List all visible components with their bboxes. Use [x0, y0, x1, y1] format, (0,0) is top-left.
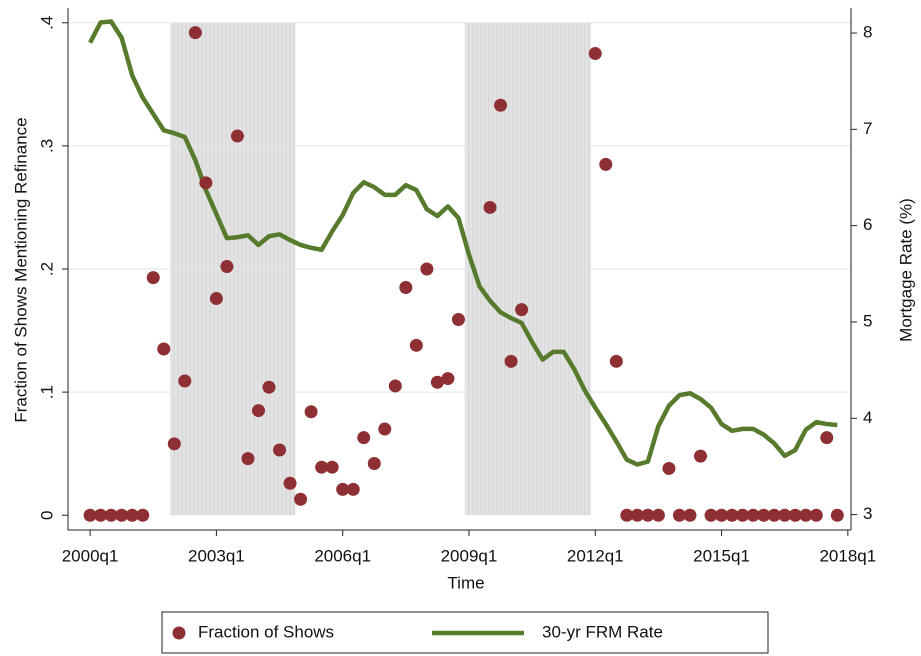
scatter-point	[125, 508, 139, 522]
scatter-point	[283, 476, 297, 490]
scatter-point	[662, 461, 676, 475]
scatter-point	[157, 342, 171, 356]
scatter-point	[83, 508, 97, 522]
scatter-point	[188, 26, 202, 40]
scatter-point	[241, 452, 255, 466]
grid	[68, 22, 851, 393]
y2-tick-label: 6	[863, 215, 872, 234]
x-tick-label: 2006q1	[314, 546, 371, 565]
scatter-point	[230, 129, 244, 143]
scatter-point	[809, 508, 823, 522]
scatter-point	[441, 372, 455, 386]
marks	[83, 19, 844, 522]
scatter-point	[694, 449, 708, 463]
rate-line	[88, 19, 838, 467]
scatter-point	[641, 508, 655, 522]
scatter-point	[399, 280, 413, 294]
y-tick-label: .3	[37, 139, 56, 153]
scatter-point	[167, 437, 181, 451]
scatter-point	[494, 98, 508, 112]
scatter-point	[315, 460, 329, 474]
y2-tick-label: 8	[863, 23, 872, 42]
scatter-point	[325, 460, 339, 474]
scatter-point	[146, 271, 160, 285]
scatter-point	[620, 508, 634, 522]
y-axis-title: Fraction of Shows Mentioning Refinance	[11, 117, 30, 422]
scatter-point	[336, 482, 350, 496]
scatter-point	[725, 508, 739, 522]
y2-tick-label: 5	[863, 311, 872, 330]
scatter-point	[420, 262, 434, 276]
scatter-point	[651, 508, 665, 522]
legend-label: 30-yr FRM Rate	[542, 622, 663, 641]
scatter-point	[672, 508, 686, 522]
scatter-point	[736, 508, 750, 522]
scatter-point	[388, 379, 402, 393]
x-tick-label: 2003q1	[188, 546, 245, 565]
y2-tick-label: 7	[863, 119, 872, 138]
x-tick-label: 2000q1	[62, 546, 119, 565]
scatter-point	[209, 292, 223, 306]
scatter-point	[304, 405, 318, 419]
scatter-point	[430, 375, 444, 389]
scatter-point	[346, 482, 360, 496]
y-tick-label: 0	[37, 510, 56, 519]
scatter-point	[262, 380, 276, 394]
scatter-point	[273, 443, 287, 457]
scatter-point	[757, 508, 771, 522]
scatter-point	[715, 508, 729, 522]
scatter-point	[778, 508, 792, 522]
scatter-point	[788, 508, 802, 522]
legend-items: Fraction of Shows 30-yr FRM Rate	[172, 622, 663, 641]
scatter-point	[799, 508, 813, 522]
scatter-point	[294, 492, 308, 506]
scatter-point	[357, 431, 371, 445]
scatter-point	[451, 312, 465, 326]
y-tick-label: .1	[37, 385, 56, 399]
scatter-point	[115, 508, 129, 522]
scatter-point	[704, 508, 718, 522]
x-tick-label: 2012q1	[567, 546, 624, 565]
axes: 0 .1 .2 .3 .4 3 4 5 6 7 8 2000q1 2003q1 2006q1 2009q1 2…	[37, 8, 876, 565]
y2-tick-label: 3	[863, 504, 872, 523]
scatter-point	[483, 200, 497, 214]
scatter-point	[136, 508, 150, 522]
scatter-point	[515, 303, 529, 317]
scatter-point	[504, 354, 518, 368]
scatter-point	[599, 157, 613, 171]
scatter-point	[94, 508, 108, 522]
scatter-point	[409, 338, 423, 352]
x-axis-title: Time	[447, 573, 484, 592]
scatter-point	[251, 404, 265, 418]
scatter-point	[609, 354, 623, 368]
scatter-point	[820, 431, 834, 445]
x-tick-label: 2009q1	[441, 546, 498, 565]
scatter-point	[588, 47, 602, 61]
scatter-point	[199, 176, 213, 190]
scatter-point	[746, 508, 760, 522]
x-tick-label: 2015q1	[693, 546, 750, 565]
y2-tick-label: 4	[863, 408, 872, 427]
y2-axis-title: Mortgage Rate (%)	[896, 198, 915, 342]
scatter-point	[630, 508, 644, 522]
legend-marker	[172, 626, 186, 640]
x-tick-label: 2018q1	[819, 546, 876, 565]
scatter-point	[683, 508, 697, 522]
scatter-point	[830, 508, 844, 522]
scatter-point	[767, 508, 781, 522]
legend-label: Fraction of Shows	[198, 622, 334, 641]
scatter-point	[367, 457, 381, 471]
scatter-point	[178, 374, 192, 388]
scatter-point	[104, 508, 118, 522]
scatter-point	[220, 260, 234, 274]
y-tick-label: .2	[37, 262, 56, 276]
scatter-point	[378, 422, 392, 436]
y-tick-label: .4	[37, 16, 56, 30]
